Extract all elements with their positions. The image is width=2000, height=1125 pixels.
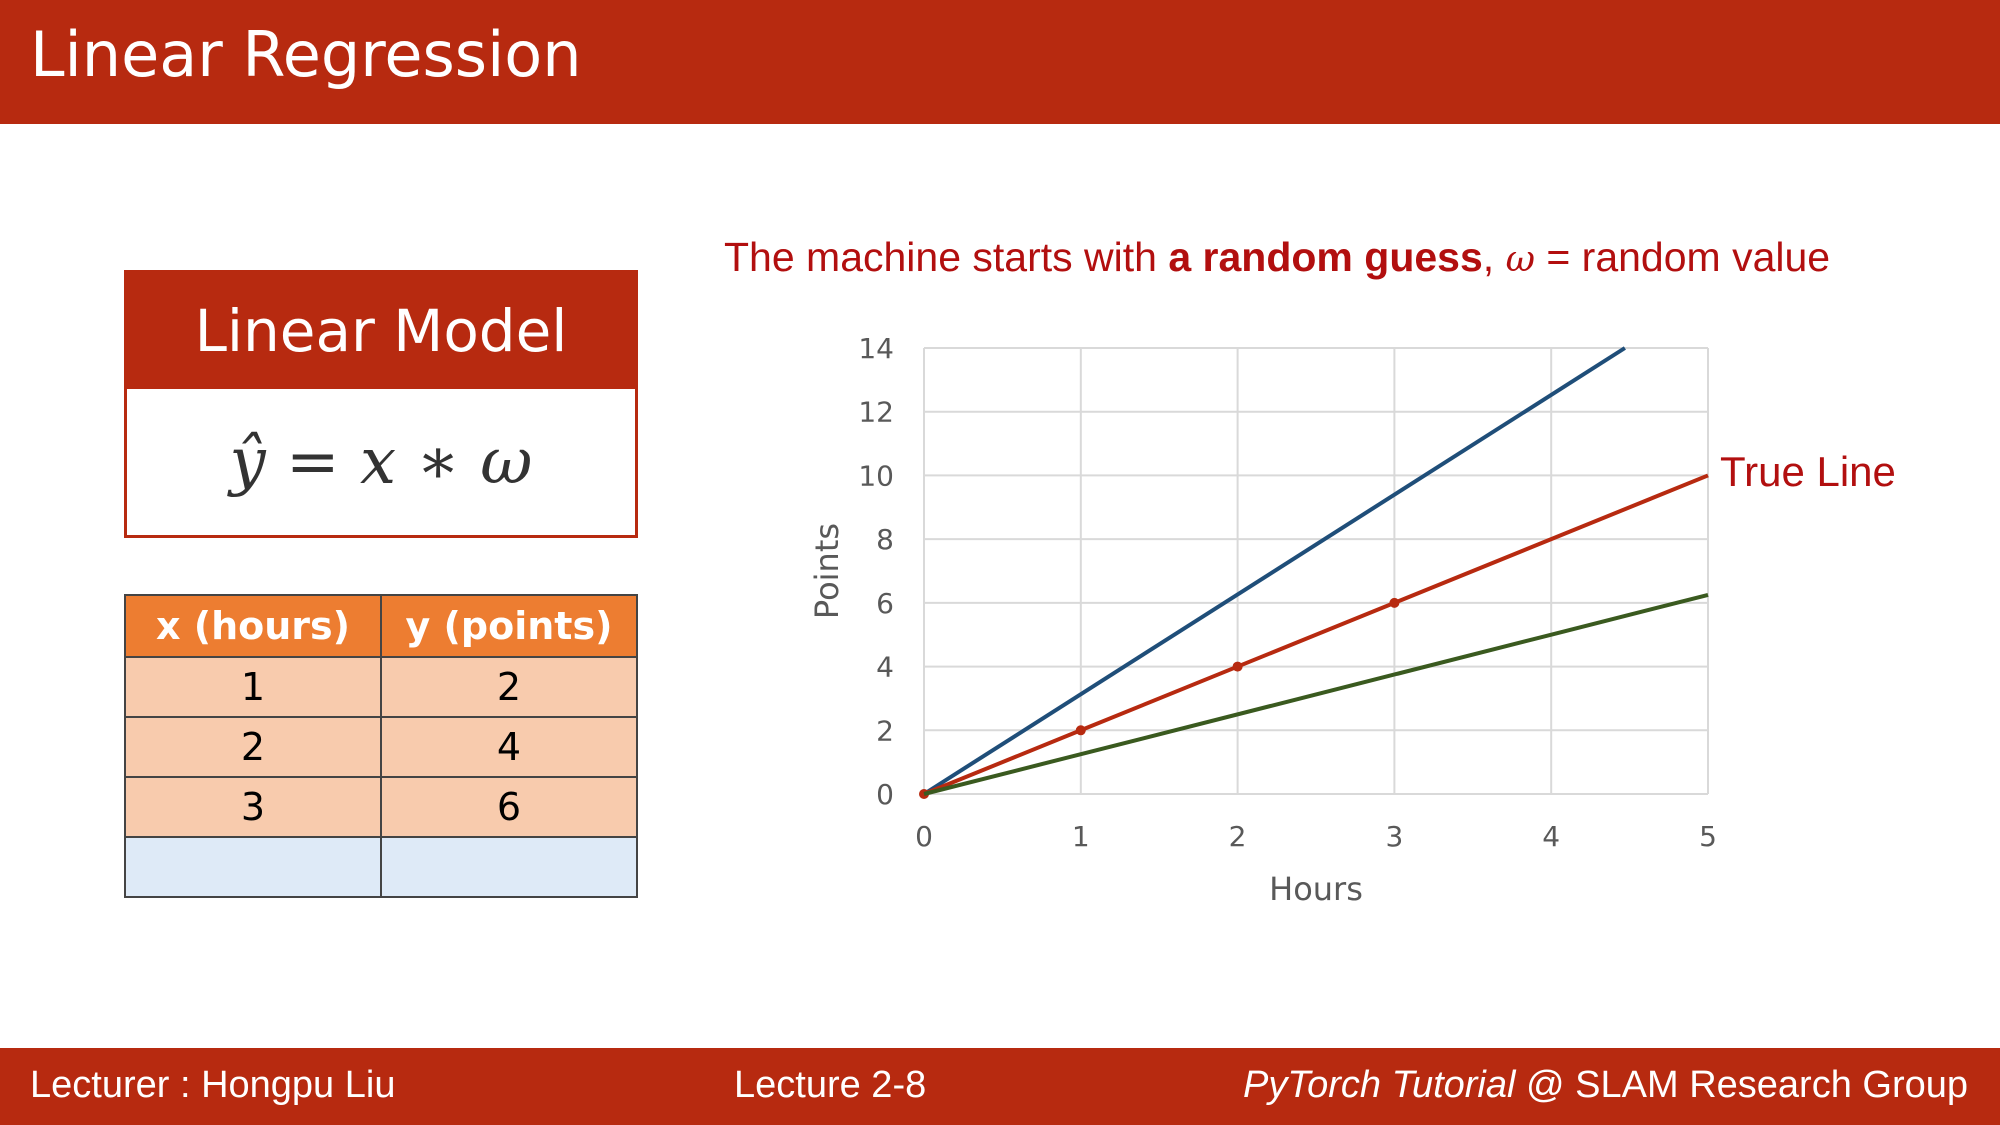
table-row-empty xyxy=(124,836,638,898)
footer-bar: Lecturer : Hongpu Liu Lecture 2-8 PyTorc… xyxy=(0,1048,2000,1125)
y-tick-label: 4 xyxy=(876,651,894,684)
table-cell: 2 xyxy=(124,716,382,778)
y-tick-label: 6 xyxy=(876,587,894,620)
table-cell: 6 xyxy=(380,776,638,838)
table-header-x: x (hours) xyxy=(124,594,382,658)
series-line-1 xyxy=(923,473,1709,796)
table-row: 2 4 xyxy=(124,716,638,778)
x-tick-label: 0 xyxy=(915,820,933,853)
caption-text-2: , xyxy=(1482,234,1506,280)
table-header-row: x (hours) y (points) xyxy=(124,594,638,658)
table-cell: 4 xyxy=(380,716,638,778)
x-tick-label: 1 xyxy=(1072,820,1090,853)
series-point xyxy=(1389,597,1400,608)
footer-course-rest: @ SLAM Research Group xyxy=(1515,1064,1968,1106)
y-tick-label: 10 xyxy=(858,459,894,492)
table-cell: 3 xyxy=(124,776,382,838)
table-cell: 1 xyxy=(124,656,382,718)
footer-course: PyTorch Tutorial @ SLAM Research Group xyxy=(1243,1064,1968,1107)
slide-title: Linear Regression xyxy=(30,18,582,91)
chart-caption: The machine starts with a random guess, … xyxy=(724,234,1964,281)
table-cell xyxy=(380,836,638,898)
caption-text-3: = random value xyxy=(1534,234,1831,280)
linear-model-box: Linear Model ŷ = x ∗ ω xyxy=(124,270,638,538)
x-tick-label: 5 xyxy=(1699,820,1717,853)
x-tick-label: 2 xyxy=(1229,820,1247,853)
x-tick-label: 3 xyxy=(1385,820,1403,853)
caption-bold: a random guess xyxy=(1168,234,1483,280)
linear-model-equation: ŷ = x ∗ ω xyxy=(229,425,533,499)
series-line-2 xyxy=(923,592,1709,796)
x-axis-label: Hours xyxy=(1269,870,1363,908)
table-cell xyxy=(124,836,382,898)
y-tick-label: 14 xyxy=(858,332,894,365)
y-tick-label: 0 xyxy=(876,778,894,811)
linear-model-header: Linear Model xyxy=(127,273,635,389)
title-bar: Linear Regression xyxy=(0,0,2000,124)
y-tick-label: 2 xyxy=(876,714,894,747)
series-point xyxy=(1075,725,1086,736)
y-tick-label: 8 xyxy=(876,523,894,556)
true-line-annotation: True Line xyxy=(1720,448,1896,495)
table-row: 3 6 xyxy=(124,776,638,838)
footer-lecturer: Lecturer : Hongpu Liu xyxy=(30,1064,396,1106)
y-axis-label: Points xyxy=(808,523,846,619)
table-header-y: y (points) xyxy=(380,594,638,658)
table-row: 1 2 xyxy=(124,656,638,718)
footer-lecture: Lecture 2-8 xyxy=(734,1064,927,1106)
x-tick-label: 4 xyxy=(1542,820,1560,853)
footer-course-italic: PyTorch Tutorial xyxy=(1243,1064,1516,1106)
caption-text-1: The machine starts with xyxy=(724,234,1169,280)
table-cell: 2 xyxy=(380,656,638,718)
data-table: x (hours) y (points) 1 2 2 4 3 6 xyxy=(124,594,638,898)
series-line-0 xyxy=(922,346,1626,796)
y-tick-label: 12 xyxy=(858,396,894,429)
series-point xyxy=(1232,661,1243,672)
caption-omega: ω xyxy=(1505,239,1535,280)
